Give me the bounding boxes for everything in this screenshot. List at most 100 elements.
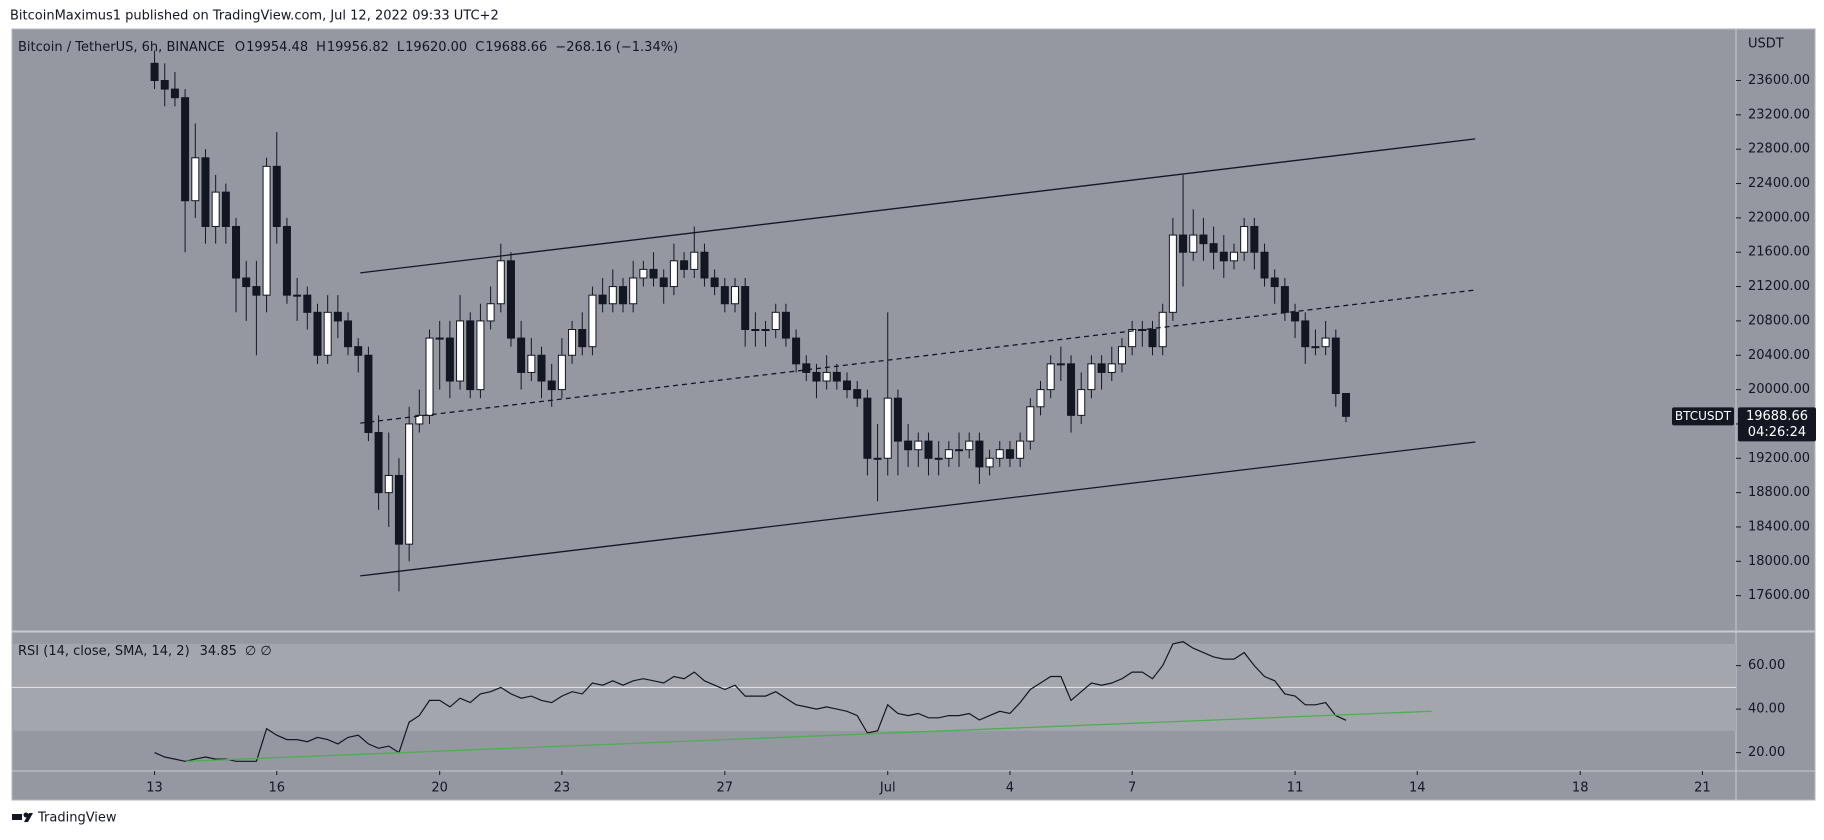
candle-body (761, 329, 770, 331)
candle-body (1005, 449, 1014, 459)
candle-body (832, 371, 841, 382)
legend: Bitcoin / TetherUS, 6h, BINANCE O19954.48… (18, 40, 678, 55)
legend-value: 19954.48 (246, 40, 308, 55)
candle-body (486, 303, 495, 322)
y-tick-label: 18800.00 (1748, 485, 1810, 500)
y-tick-label: 22000.00 (1748, 210, 1810, 225)
candle-body (496, 260, 505, 305)
candle-body (659, 277, 668, 288)
header: BitcoinMaximus1 published on TradingView… (10, 9, 499, 24)
candle-body (680, 260, 689, 270)
legend-title: RSI (14, close, SMA, 14, 2) (18, 644, 190, 659)
candle-body (506, 260, 515, 339)
candle-body (394, 474, 403, 545)
footer: TradingView (37, 811, 117, 826)
candle-body (282, 225, 291, 296)
y-tick-label: 40.00 (1748, 702, 1785, 717)
candle-body (1117, 346, 1126, 365)
candle-body (1321, 337, 1330, 348)
candle-body (435, 337, 444, 340)
x-tick-label: 18 (1572, 781, 1589, 796)
candle-body (741, 286, 750, 331)
plot-area (12, 641, 1736, 762)
candle-body (1036, 389, 1045, 408)
candle-body (537, 354, 546, 382)
x-tick-label: 13 (146, 781, 163, 796)
candle-body (211, 191, 220, 227)
candle-body (1016, 440, 1025, 459)
candle-body (893, 397, 902, 442)
candle-body (232, 225, 241, 279)
trendline (186, 710, 1432, 762)
candle-body (812, 371, 821, 382)
candle-body (995, 449, 1004, 459)
candle-body (629, 277, 638, 305)
x-tick-label: 23 (554, 781, 571, 796)
candle-body (344, 320, 353, 348)
candle-body (364, 354, 373, 434)
candle-body (1077, 389, 1086, 416)
candle-body (1229, 251, 1238, 262)
candle-body (323, 311, 332, 356)
candle-body (568, 329, 577, 356)
axis-label: USDT (1748, 37, 1784, 52)
y-tick-label: 19200.00 (1748, 451, 1810, 466)
countdown-label: 04:26:24 (1748, 425, 1806, 440)
candle-body (1148, 329, 1157, 348)
candle-body (201, 157, 210, 227)
y-tick-label: 20.00 (1748, 745, 1785, 760)
candle-body (1311, 346, 1320, 349)
candle-body (293, 294, 302, 297)
candle-body (181, 97, 190, 202)
candle-body (1026, 406, 1035, 442)
candle-body (1128, 329, 1137, 348)
candle-body (476, 320, 485, 391)
y-tick-label: 23200.00 (1748, 107, 1810, 122)
candle-body (781, 311, 790, 339)
candle-body (985, 457, 994, 468)
x-tick-label: 20 (431, 781, 448, 796)
candle-body (547, 380, 556, 391)
candle-body (1280, 286, 1289, 313)
candle-body (1209, 243, 1218, 253)
y-tick-label: 23600.00 (1748, 73, 1810, 88)
candle-body (883, 397, 892, 459)
candle-body (384, 474, 393, 494)
candle-body (720, 286, 729, 305)
symbol-box (1672, 407, 1734, 426)
y-tick-label: 18000.00 (1748, 554, 1810, 569)
legend: RSI (14, close, SMA, 14, 2) 34.85 ∅ ∅ (18, 644, 272, 659)
candle-body (445, 337, 454, 382)
y-tick-label: 21600.00 (1748, 245, 1810, 260)
x-tick-label: 16 (268, 781, 285, 796)
candle-body (405, 423, 414, 545)
candle-body (873, 457, 882, 460)
legend-change: −268.16 (−1.34%) (555, 40, 678, 55)
candle-body (710, 277, 719, 288)
candle-body (1179, 234, 1188, 253)
legend-key: O (235, 40, 245, 55)
y-tick-label: 22800.00 (1748, 142, 1810, 157)
candle-body (527, 354, 536, 373)
y-tick-label: 20800.00 (1748, 313, 1810, 328)
candle-body (191, 157, 200, 202)
candle-body (262, 165, 271, 296)
candle-body (598, 294, 607, 305)
y-tick-label: 18400.00 (1748, 519, 1810, 534)
footer-logo (12, 812, 33, 822)
y-tick-label: 20400.00 (1748, 348, 1810, 363)
candle-body (333, 311, 342, 322)
candle-body (170, 88, 179, 99)
candle-body (557, 354, 566, 391)
candle-body (578, 329, 587, 348)
x-tick-label: Jul (879, 781, 896, 796)
plot-area (150, 50, 1476, 592)
candle-body (843, 380, 852, 391)
legend-key: C (475, 40, 484, 55)
candle-body (1331, 337, 1340, 395)
candle-body (425, 337, 434, 416)
candle-body (853, 389, 862, 399)
legend-value: 19620.00 (405, 40, 467, 55)
symbol-label: BTCUSDT (1675, 409, 1732, 423)
